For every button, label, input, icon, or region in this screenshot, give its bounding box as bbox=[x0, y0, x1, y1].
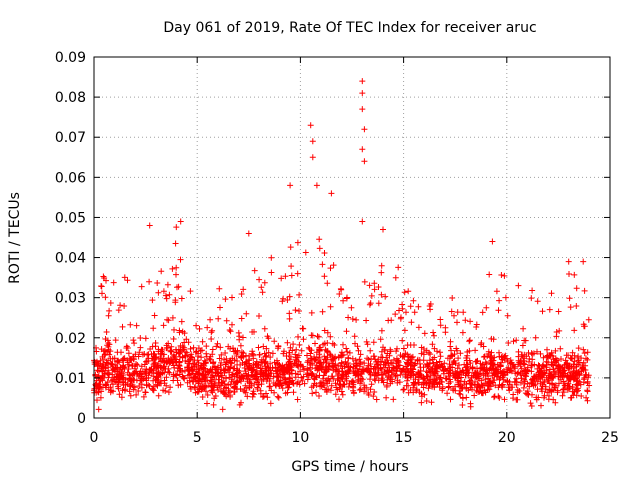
x-tick-label: 25 bbox=[601, 430, 619, 446]
x-tick-labels: 0 5 10 15 20 25 bbox=[90, 430, 619, 446]
roti-plus-markers bbox=[91, 78, 593, 413]
chart-title: Day 061 of 2019, Rate Of TEC Index for r… bbox=[163, 20, 536, 36]
x-tick-label: 5 bbox=[193, 430, 202, 446]
y-tick-label: 0.03 bbox=[55, 291, 86, 307]
y-tick-label: 0.09 bbox=[55, 50, 86, 66]
y-tick-label: 0.06 bbox=[55, 170, 86, 186]
y-tick-label: 0.01 bbox=[55, 371, 86, 387]
x-tick-label: 10 bbox=[291, 430, 309, 446]
data-points bbox=[91, 78, 593, 413]
x-tick-label: 0 bbox=[90, 430, 99, 446]
y-tick-label: 0.08 bbox=[55, 90, 86, 106]
axis-ticks bbox=[93, 56, 611, 419]
x-tick-label: 15 bbox=[395, 430, 413, 446]
x-tick-label: 20 bbox=[498, 430, 516, 446]
y-axis-label: ROTI / TECUs bbox=[7, 192, 23, 284]
x-axis-label: GPS time / hours bbox=[291, 459, 408, 475]
y-tick-label: 0.07 bbox=[55, 130, 86, 146]
plot-frame bbox=[93, 56, 611, 419]
y-tick-label: 0.05 bbox=[55, 210, 86, 226]
y-tick-label: 0.02 bbox=[55, 331, 86, 347]
y-tick-labels: 0 0.01 0.02 0.03 0.04 0.05 0.06 0.07 0.08 0.09 bbox=[55, 50, 86, 427]
y-tick-label: 0.04 bbox=[55, 251, 86, 267]
y-tick-label: 0 bbox=[77, 411, 86, 427]
